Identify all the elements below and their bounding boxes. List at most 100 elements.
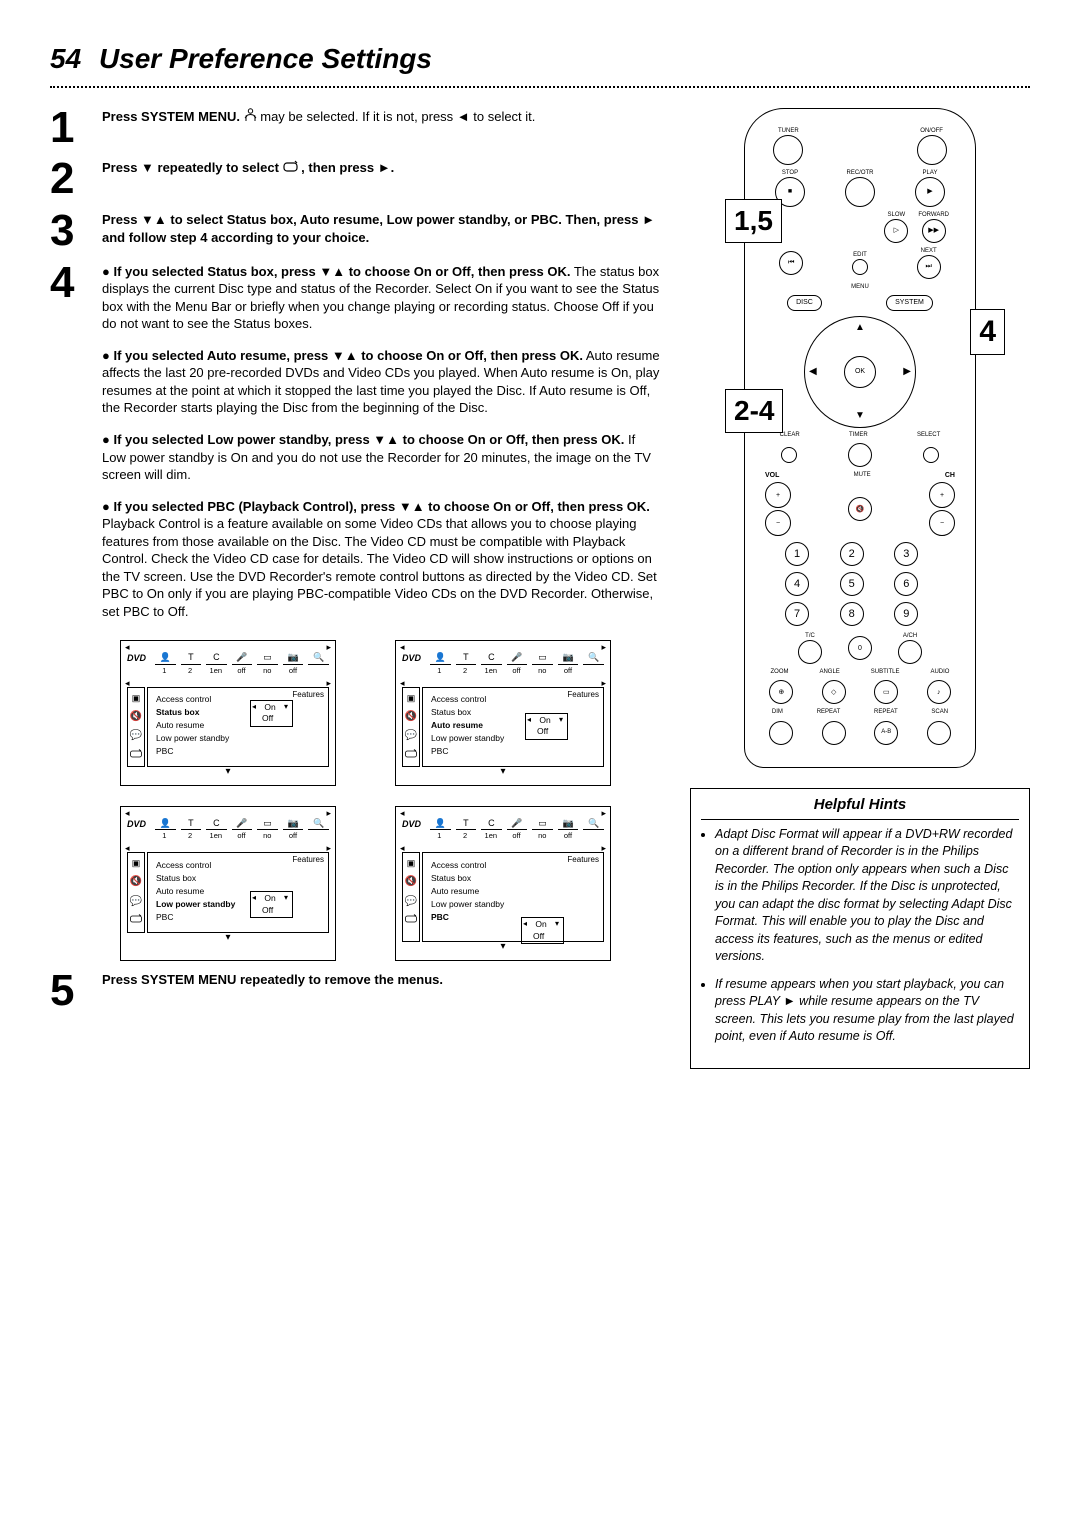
system-button: SYSTEM <box>886 295 933 310</box>
angle-label: ANGLE <box>819 668 839 676</box>
step-4-auto-bold: ● If you selected Auto resume, press ▼▲ … <box>102 348 583 363</box>
scan-button <box>927 721 951 745</box>
keypad: 1 2 3 4 5 6 7 8 9 <box>785 542 935 626</box>
ach-label: A/CH <box>903 632 917 640</box>
repeat1-label: REPEAT <box>817 708 841 716</box>
key-6: 6 <box>894 572 918 596</box>
callout-2-4: 2-4 <box>725 389 783 433</box>
key-1: 1 <box>785 542 809 566</box>
audio-label: AUDIO <box>930 668 949 676</box>
forward-label: FORWARD <box>918 211 949 219</box>
repeat2-label: REPEAT <box>874 708 898 716</box>
zoom-label: ZOOM <box>770 668 788 676</box>
key-9: 9 <box>894 602 918 626</box>
onoff-button <box>917 135 947 165</box>
remote-setup-icon <box>283 160 298 178</box>
tuner-button <box>773 135 803 165</box>
hint-2: If resume appears when you start playbac… <box>715 976 1019 1046</box>
menu-auto-resume: ◂▸ DVD👤TC🎤▭📷🔍 121enoffnooff◂▸ ▣🔇💬 Featur… <box>395 640 611 785</box>
slow-label: SLOW <box>887 211 905 219</box>
step-3-text: Press ▼▲ to select Status box, Auto resu… <box>102 212 655 245</box>
nav-cross: ▲ ▼ ◀ ▶ OK <box>805 317 915 427</box>
repeat-ab-button: A-B <box>874 721 898 745</box>
page-title-text: User Preference Settings <box>99 43 432 74</box>
timer-button <box>848 443 872 467</box>
hints-title: Helpful Hints <box>701 795 1019 820</box>
step-2-number: 2 <box>50 159 90 199</box>
clear-button <box>781 447 797 463</box>
step-4-pbc-bold: ● If you selected PBC (Playback Control)… <box>102 499 650 514</box>
subtitle-label: SUBTITLE <box>871 668 900 676</box>
vol-label: VOL <box>765 471 779 480</box>
mute-label: MUTE <box>854 471 871 479</box>
zoom-button: ⊕ <box>769 680 793 704</box>
onoff-label: ON/OFF <box>920 127 943 135</box>
stop-label: STOP <box>782 169 798 177</box>
step-1-rest: may be selected. If it is not, press ◄ t… <box>260 109 535 124</box>
nav-down-icon: ▼ <box>855 409 865 423</box>
step-2: 2 Press ▼ repeatedly to select , then pr… <box>50 159 660 199</box>
audio-button: ♪ <box>927 680 951 704</box>
step-4-pbc-rest: Playback Control is a feature available … <box>102 516 657 619</box>
rec-label: REC/OTR <box>847 169 874 177</box>
page-title: 54 User Preference Settings <box>50 40 1030 78</box>
menu-screenshots: ◂▸ DVD👤TC🎤▭📷🔍 121enoffnooff◂▸ ▣🔇💬 Featur… <box>120 640 630 960</box>
select-label: SELECT <box>917 431 940 439</box>
subtitle-button: ▭ <box>874 680 898 704</box>
ch-up-button: + <box>929 482 955 508</box>
step-1-number: 1 <box>50 108 90 148</box>
callout-4: 4 <box>970 309 1005 356</box>
dim-label: DIM <box>772 708 783 716</box>
key-4: 4 <box>785 572 809 596</box>
tc-label: T/C <box>805 632 815 640</box>
step-2-before: Press ▼ repeatedly to select <box>102 160 283 175</box>
step-4-number: 4 <box>50 263 90 621</box>
key-3: 3 <box>894 542 918 566</box>
repeat-button <box>822 721 846 745</box>
key-7: 7 <box>785 602 809 626</box>
step-5-text: Press SYSTEM MENU repeatedly to remove t… <box>102 972 443 987</box>
step-3-number: 3 <box>50 211 90 251</box>
play-label: PLAY <box>923 169 938 177</box>
nav-left-icon: ◀ <box>809 365 817 379</box>
edit-button <box>852 259 868 275</box>
step-3: 3 Press ▼▲ to select Status box, Auto re… <box>50 211 660 251</box>
step-4: 4 ● If you selected Status box, press ▼▲… <box>50 263 660 621</box>
forward-button: ▶▶ <box>922 219 946 243</box>
edit-label: EDIT <box>853 251 867 259</box>
step-5: 5 Press SYSTEM MENU repeatedly to remove… <box>50 971 660 1011</box>
select-button <box>923 447 939 463</box>
mute-button: 🔇 <box>848 497 872 521</box>
rec-button <box>845 177 875 207</box>
play-button: ▶ <box>915 177 945 207</box>
prev-button: ⏮ <box>779 251 803 275</box>
remote-illustration: 1,5 4 2-4 TUNER ON/OFF STOP■ REC/OTR PLA… <box>744 108 976 768</box>
key-5: 5 <box>840 572 864 596</box>
slow-button: ▷ <box>884 219 908 243</box>
menu-low-power: ◂▸ DVD👤TC🎤▭📷🔍 121enoffnooff◂▸ ▣🔇💬 Featur… <box>120 806 336 961</box>
sidebar-column: 1,5 4 2-4 TUNER ON/OFF STOP■ REC/OTR PLA… <box>690 108 1030 1069</box>
callout-1-5: 1,5 <box>725 199 782 243</box>
menu-pbc: ◂▸ DVD👤TC🎤▭📷🔍 121enoffnooff◂▸ ▣🔇💬 Featur… <box>395 806 611 961</box>
disc-button: DISC <box>787 295 822 310</box>
hint-1: Adapt Disc Format will appear if a DVD+R… <box>715 826 1019 966</box>
timer-label: TIMER <box>849 431 868 439</box>
scan-label: SCAN <box>931 708 948 716</box>
key-2: 2 <box>840 542 864 566</box>
vol-up-button: + <box>765 482 791 508</box>
next-label: NEXT <box>921 247 937 255</box>
angle-button: ◇ <box>822 680 846 704</box>
key-8: 8 <box>840 602 864 626</box>
step-4-low-bold: ● If you selected Low power standby, pre… <box>102 432 624 447</box>
key-0: 0 <box>848 636 872 660</box>
preferences-icon <box>244 108 257 126</box>
title-divider <box>50 86 1030 88</box>
tuner-label: TUNER <box>778 127 799 135</box>
step-4-status-bold: ● If you selected Status box, press ▼▲ t… <box>102 264 570 279</box>
step-1-lead: Press SYSTEM MENU. <box>102 109 240 124</box>
menu-status-box: ◂▸ DVD👤TC🎤▭📷🔍 121enoffnooff◂▸ ▣🔇💬 Featur… <box>120 640 336 785</box>
tc-button <box>798 640 822 664</box>
dim-button <box>769 721 793 745</box>
step-5-number: 5 <box>50 971 90 1011</box>
vol-down-button: − <box>765 510 791 536</box>
